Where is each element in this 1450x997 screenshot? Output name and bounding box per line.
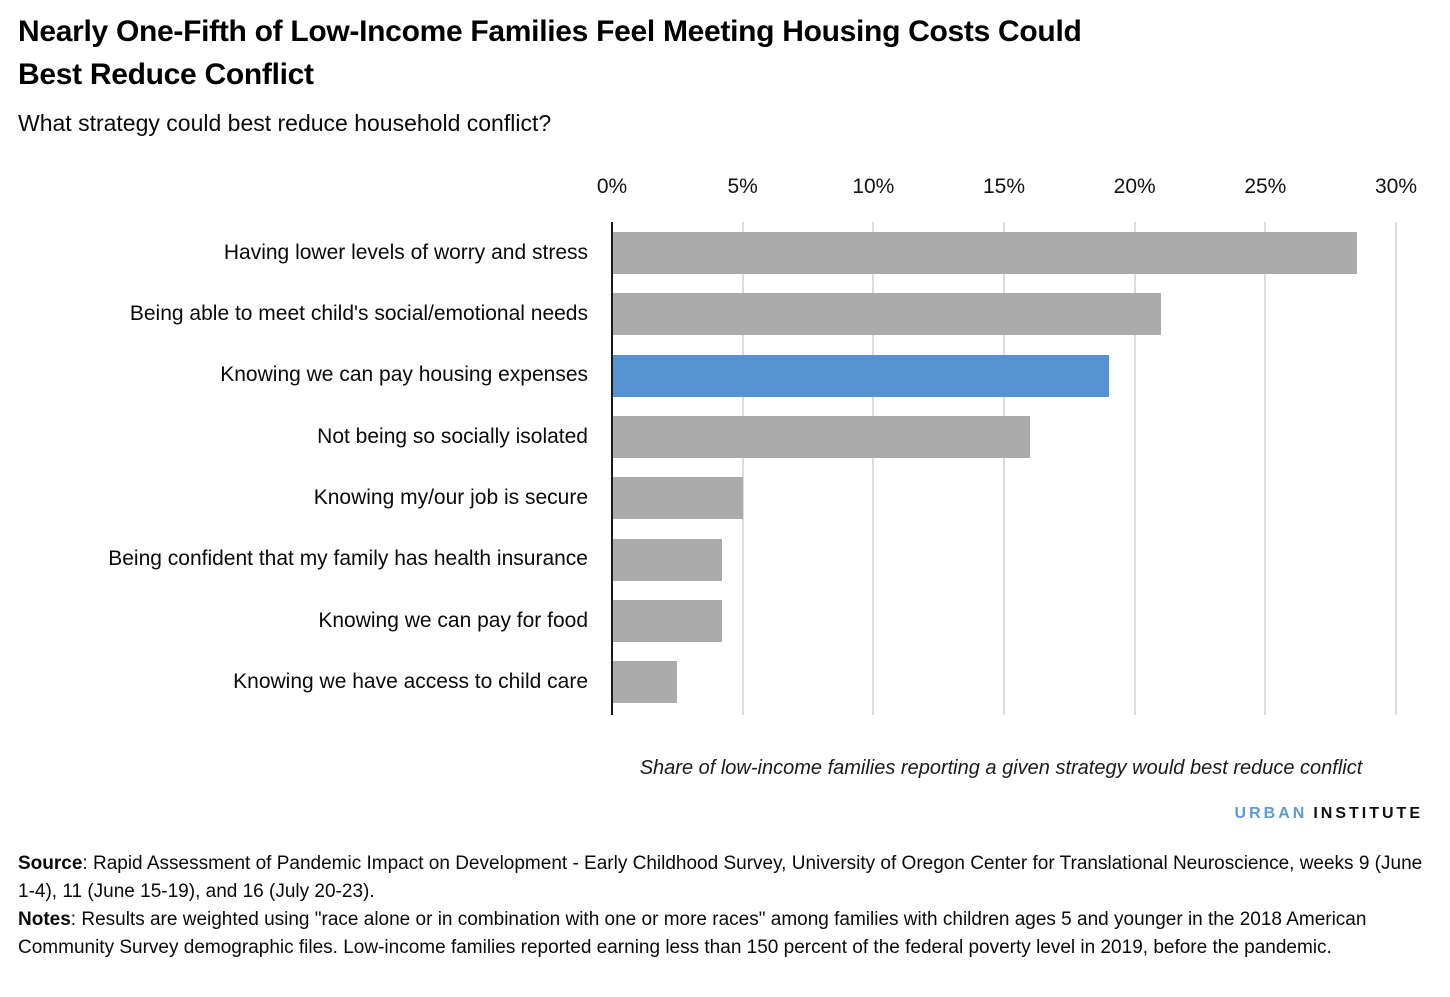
logo-institute-text: INSTITUTE <box>1313 805 1423 822</box>
plot-area <box>611 222 1397 715</box>
gridline <box>1003 222 1005 715</box>
x-tick-label: 25% <box>1244 175 1287 198</box>
x-tick-label: 0% <box>596 175 628 198</box>
bar <box>612 415 1031 458</box>
x-tick-label: 20% <box>1113 175 1156 198</box>
notes-text: : Results are weighted using "race alone… <box>18 909 1367 958</box>
gridline <box>741 222 744 715</box>
gridline <box>1264 222 1267 715</box>
category-label: Knowing we can pay housing expenses <box>220 363 588 387</box>
urban-institute-logo: URBAN INSTITUTE <box>1235 805 1423 823</box>
category-label: Knowing we have access to child care <box>233 669 588 693</box>
category-labels: Having lower levels of worry and stress B… <box>0 222 588 715</box>
y-axis-line <box>611 222 613 715</box>
source-label: Source <box>18 853 83 874</box>
chart-title: Nearly One-Fifth of Low-Income Families … <box>18 10 1082 96</box>
gridline <box>1395 222 1397 715</box>
category-label: Not being so socially isolated <box>317 424 588 448</box>
gridline <box>872 222 875 715</box>
category-label: Being able to meet child's social/emotio… <box>129 301 588 325</box>
bar <box>612 293 1161 336</box>
chart-title-line1: Nearly One-Fifth of Low-Income Families … <box>18 15 1082 48</box>
bar <box>612 232 1357 274</box>
category-label: Being confident that my family has healt… <box>108 547 588 571</box>
axis-caption: Share of low-income families reporting a… <box>639 757 1363 779</box>
notes-label: Notes <box>18 909 71 930</box>
notes-block: Notes: Results are weighted using "race … <box>18 906 1434 961</box>
bar <box>612 477 743 520</box>
source-text: : Rapid Assessment of Pandemic Impact on… <box>18 853 1423 902</box>
x-tick-label: 5% <box>727 175 758 198</box>
gridline <box>1133 222 1136 715</box>
x-axis: 0% 5% 10% 15% 20% 25% 30% <box>597 175 1417 201</box>
bar <box>612 599 722 642</box>
x-tick-label: 10% <box>852 175 895 198</box>
category-label: Knowing we can pay for food <box>318 608 588 632</box>
bar <box>612 538 722 581</box>
x-tick-label: 30% <box>1374 175 1418 198</box>
bar-highlighted <box>612 354 1109 397</box>
logo-urban-text: URBAN <box>1234 805 1308 822</box>
chart-title-line2: Best Reduce Conflict <box>18 58 314 91</box>
source-block: Source: Rapid Assessment of Pandemic Imp… <box>18 850 1434 905</box>
footer-notes: Source: Rapid Assessment of Pandemic Imp… <box>18 850 1434 962</box>
category-label: Having lower levels of worry and stress <box>223 240 588 264</box>
bar <box>612 661 678 704</box>
chart-subtitle: What strategy could best reduce househol… <box>18 110 552 136</box>
x-tick-label: 15% <box>982 175 1026 198</box>
category-label: Knowing my/our job is secure <box>313 485 588 509</box>
